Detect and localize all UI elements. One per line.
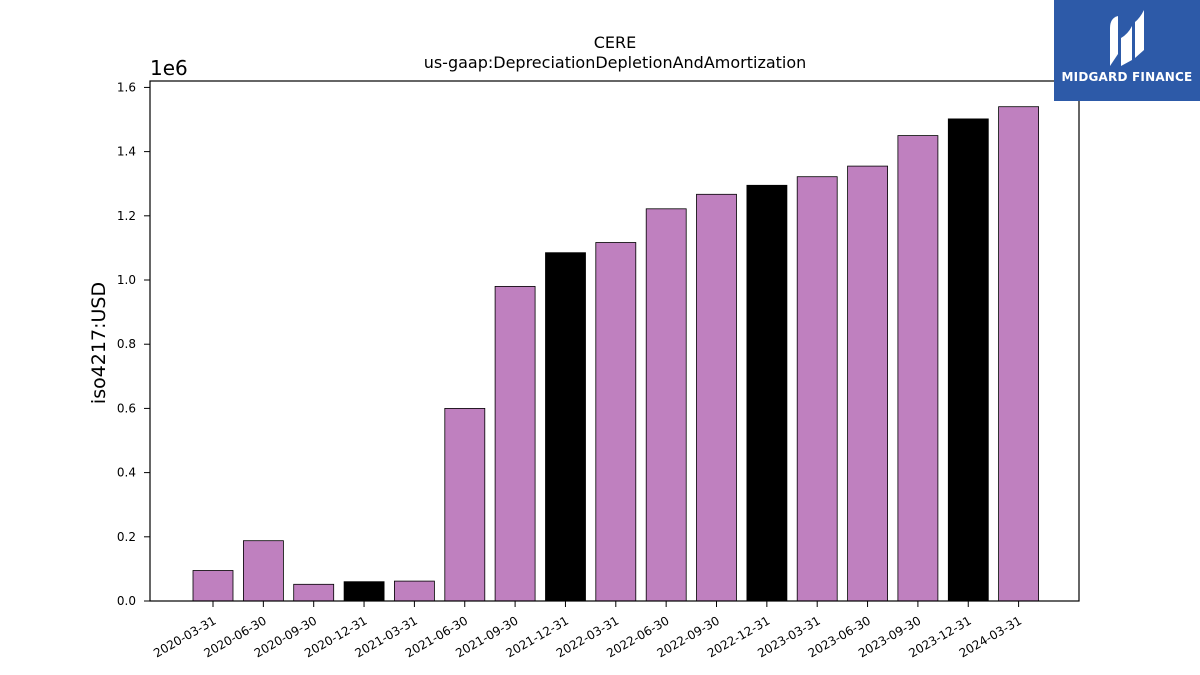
bar-2022-06-30 (645, 208, 687, 602)
bar-2023-03-31 (796, 176, 838, 602)
bar-2022-12-31 (746, 184, 788, 602)
bar-2023-09-30 (897, 135, 939, 602)
y-tick-label: 1.0 (117, 273, 136, 287)
chart-title: CERE (594, 33, 637, 52)
y-tick-label: 1.2 (117, 209, 136, 223)
bar-2023-06-30 (847, 165, 888, 602)
bar-2020-09-30 (293, 583, 335, 602)
midgard-logo-icon (1110, 10, 1144, 66)
plot-frame (149, 80, 1080, 602)
bar-2020-03-31 (192, 570, 234, 602)
y-tick-label: 0.0 (117, 594, 136, 608)
bar-2022-03-31 (595, 242, 637, 602)
bar-2021-12-31 (545, 252, 586, 602)
y-axis-label: iso4217:USD (88, 282, 110, 404)
y-tick-label: 0.4 (117, 466, 136, 480)
y-axis-ticks: 0.0 0.2 0.4 0.6 0.8 1.0 1.2 1.4 1.6 (117, 80, 150, 608)
bar-2020-06-30 (242, 540, 284, 602)
y-tick-label: 0.6 (117, 401, 136, 415)
bar-2021-09-30 (494, 285, 536, 602)
chart-subtitle: us-gaap:DepreciationDepletionAndAmortiza… (424, 53, 807, 72)
bar-2024-03-31 (998, 106, 1039, 602)
bar-2022-09-30 (696, 193, 737, 602)
y-tick-label: 1.6 (117, 80, 136, 94)
bar-2023-12-31 (947, 118, 989, 602)
y-scale-label: 1e6 (150, 56, 188, 80)
x-axis-ticks: 2020-03-312020-06-302020-09-302020-12-31… (151, 601, 1024, 660)
y-tick-label: 0.8 (117, 337, 136, 351)
bar-2021-03-31 (393, 580, 435, 602)
y-tick-label: 0.2 (117, 530, 136, 544)
logo-text: MIDGARD FINANCE (1061, 70, 1193, 84)
bar-2020-12-31 (343, 581, 385, 602)
y-tick-label: 1.4 (117, 145, 136, 159)
midgard-finance-logo: MIDGARD FINANCE (1054, 0, 1200, 101)
bar-2021-06-30 (444, 407, 486, 602)
bars-group (192, 106, 1039, 602)
